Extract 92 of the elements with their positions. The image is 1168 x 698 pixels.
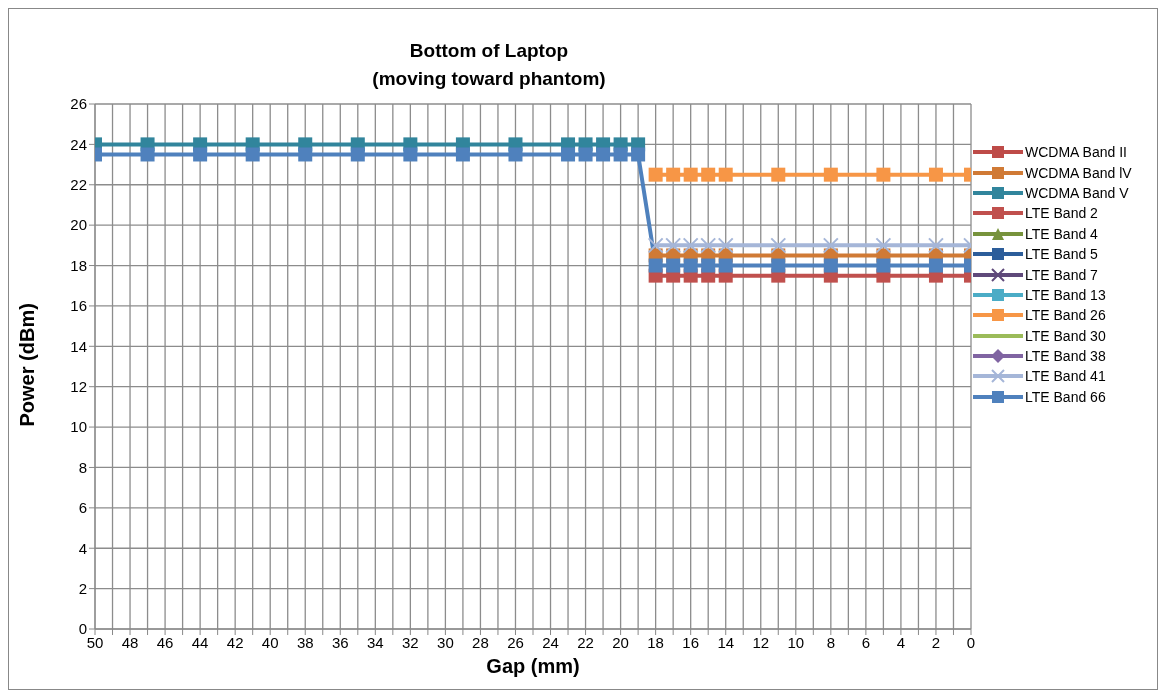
x-tick-label: 48	[121, 633, 139, 651]
point	[928, 167, 943, 182]
x-tick-label: 30	[437, 633, 454, 651]
point	[823, 167, 838, 182]
y-tick-label: 18	[70, 256, 87, 274]
y-tick-label: 6	[78, 499, 87, 517]
x-tick-label: 34	[366, 633, 384, 651]
legend-label: LTE Band 38	[1025, 348, 1106, 365]
point	[298, 147, 313, 162]
legend-label: LTE Band 4	[1025, 225, 1098, 242]
point	[718, 258, 733, 273]
x-tick-label: 10	[787, 633, 805, 651]
point	[701, 258, 716, 273]
y-tick-label: 24	[70, 135, 87, 153]
legend-label: LTE Band 66	[1025, 388, 1106, 405]
point	[927, 237, 944, 254]
legend-label: WCDMA Band II	[1025, 144, 1127, 161]
x-axis-title: Gap (mm)	[486, 655, 580, 677]
x-tick-label: 38	[296, 633, 314, 651]
y-tick-label: 12	[70, 378, 87, 396]
point	[771, 167, 786, 182]
point	[455, 147, 470, 162]
legend-label: WCDMA Band lV	[1025, 164, 1132, 181]
point	[613, 147, 628, 162]
point	[770, 237, 787, 254]
y-tick-label: 16	[70, 297, 87, 315]
chart-title: Bottom of Laptop	[408, 39, 570, 63]
point	[561, 147, 576, 162]
x-tick-label: 46	[156, 633, 174, 651]
point	[666, 167, 681, 182]
x-tick-label: 40	[261, 633, 279, 651]
y-tick-label: 10	[70, 418, 87, 436]
point	[578, 147, 593, 162]
y-axis-title: Power (dBm)	[16, 303, 39, 427]
x-tick-label: 20	[612, 633, 629, 651]
chart-subtitle: (moving toward phantom)	[371, 67, 607, 91]
legend-label: LTE Band 5	[1025, 246, 1098, 263]
x-tick-label: 42	[226, 633, 244, 651]
point	[875, 237, 892, 254]
point	[648, 258, 663, 273]
y-tick-label: 2	[78, 579, 87, 597]
x-tick-label: 14	[717, 633, 735, 651]
x-tick-label: 12	[752, 633, 770, 651]
x-tick-label: 2	[931, 633, 941, 651]
x-tick-label: 24	[542, 633, 559, 651]
point	[701, 167, 716, 182]
x-tick-label: 0	[966, 633, 976, 651]
x-tick-label: 16	[682, 633, 700, 651]
point	[508, 147, 523, 162]
point	[245, 147, 260, 162]
x-tick-label: 44	[191, 633, 209, 651]
point	[771, 258, 786, 273]
point	[140, 147, 155, 162]
x-tick-label: 4	[896, 633, 906, 651]
x-tick-label: 8	[826, 633, 836, 651]
y-tick-label: 4	[78, 539, 87, 557]
point	[403, 147, 418, 162]
x-tick-label: 50	[86, 633, 104, 651]
point	[928, 258, 943, 273]
legend-label: LTE Band 30	[1025, 327, 1106, 344]
point	[648, 167, 663, 182]
x-tick-label: 26	[507, 633, 524, 651]
legend-label: LTE Band 13	[1025, 286, 1106, 303]
legend-label: LTE Band 7	[1025, 266, 1098, 283]
x-tick-label: 32	[402, 633, 419, 651]
point	[822, 237, 839, 254]
x-tick-label: 36	[331, 633, 349, 651]
point	[718, 167, 733, 182]
legend-label: WCDMA Band V	[1025, 184, 1129, 201]
legend-label: LTE Band 41	[1025, 368, 1106, 385]
point	[876, 258, 891, 273]
point	[666, 258, 681, 273]
y-tick-label: 22	[70, 176, 87, 194]
point	[823, 258, 838, 273]
point	[876, 167, 891, 182]
legend-label: LTE Band 26	[1025, 307, 1106, 324]
x-tick-label: 6	[861, 633, 871, 651]
y-tick-label: 8	[78, 458, 87, 476]
y-tick-label: 20	[70, 216, 87, 234]
y-tick-label: 14	[70, 337, 87, 355]
point	[683, 167, 698, 182]
x-tick-label: 28	[472, 633, 489, 651]
y-tick-label: 0	[78, 620, 87, 638]
point	[631, 147, 646, 162]
point	[193, 147, 208, 162]
point	[683, 258, 698, 273]
point	[350, 147, 365, 162]
legend-label: LTE Band 2	[1025, 205, 1098, 222]
x-tick-label: 22	[577, 633, 594, 651]
y-tick-label: 26	[70, 95, 87, 113]
point	[596, 147, 611, 162]
x-tick-label: 18	[647, 633, 664, 651]
